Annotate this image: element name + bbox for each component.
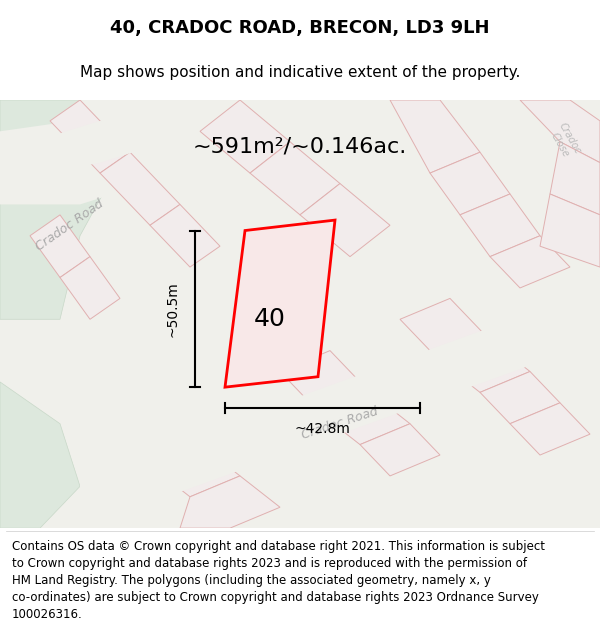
Polygon shape [30, 215, 90, 278]
Text: 40, CRADOC ROAD, BRECON, LD3 9LH: 40, CRADOC ROAD, BRECON, LD3 9LH [110, 19, 490, 37]
Polygon shape [150, 444, 240, 497]
Polygon shape [0, 100, 120, 319]
Text: ~591m²/~0.146ac.: ~591m²/~0.146ac. [193, 137, 407, 157]
Polygon shape [300, 184, 390, 257]
Polygon shape [0, 121, 200, 215]
Text: Cradoc Road: Cradoc Road [300, 405, 380, 442]
Polygon shape [390, 100, 480, 173]
Polygon shape [400, 298, 490, 361]
Text: ~42.8m: ~42.8m [295, 422, 350, 436]
Polygon shape [150, 204, 220, 267]
Polygon shape [540, 194, 600, 267]
Polygon shape [480, 371, 560, 424]
Polygon shape [0, 382, 80, 528]
Text: ~50.5m: ~50.5m [166, 281, 180, 337]
Polygon shape [430, 152, 510, 215]
Polygon shape [490, 236, 570, 288]
Text: Cradoc Road: Cradoc Road [34, 197, 106, 254]
Polygon shape [550, 142, 600, 215]
Polygon shape [360, 424, 440, 476]
Polygon shape [320, 392, 410, 444]
Polygon shape [250, 142, 340, 215]
Text: 40: 40 [254, 308, 286, 331]
Polygon shape [0, 100, 300, 204]
Polygon shape [440, 340, 530, 392]
Text: Map shows position and indicative extent of the property.: Map shows position and indicative extent… [80, 64, 520, 79]
Polygon shape [280, 351, 370, 413]
Polygon shape [200, 100, 290, 173]
Polygon shape [460, 194, 540, 257]
Text: Cradoc
Close: Cradoc Close [547, 121, 583, 162]
Polygon shape [510, 403, 590, 455]
Polygon shape [225, 220, 335, 387]
Text: Contains OS data © Crown copyright and database right 2021. This information is : Contains OS data © Crown copyright and d… [12, 540, 545, 621]
Polygon shape [50, 100, 130, 173]
Polygon shape [100, 152, 180, 225]
Polygon shape [80, 288, 600, 528]
Polygon shape [520, 100, 600, 162]
Polygon shape [60, 257, 120, 319]
Polygon shape [180, 476, 280, 528]
